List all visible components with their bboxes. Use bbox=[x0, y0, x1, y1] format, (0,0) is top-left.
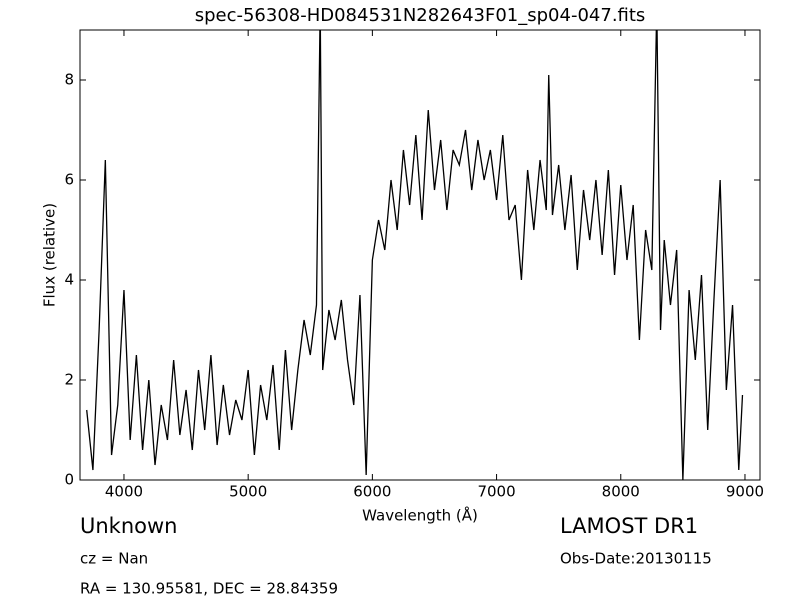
redshift-label: cz = Nan bbox=[80, 550, 148, 568]
y-tick-label: 4 bbox=[64, 271, 74, 289]
y-tick-label: 0 bbox=[64, 471, 74, 489]
x-tick-label: 4000 bbox=[105, 483, 143, 501]
y-axis-label: Flux (relative) bbox=[41, 203, 59, 307]
x-tick-label: 6000 bbox=[353, 483, 391, 501]
x-tick-label: 9000 bbox=[726, 483, 764, 501]
object-label: Unknown bbox=[80, 514, 177, 538]
x-tick-label: 7000 bbox=[477, 483, 515, 501]
plot-frame bbox=[79, 29, 761, 481]
date-label: Obs-Date:20130115 bbox=[560, 550, 712, 568]
y-tick-label: 8 bbox=[64, 71, 74, 89]
chart-title: spec-56308-HD084531N282643F01_sp04-047.f… bbox=[195, 5, 646, 26]
y-tick-label: 2 bbox=[64, 371, 74, 389]
x-tick-label: 8000 bbox=[602, 483, 640, 501]
spectrum-line bbox=[86, 30, 744, 480]
y-tick-label: 6 bbox=[64, 171, 74, 189]
x-axis-label: Wavelength (Å) bbox=[362, 506, 478, 525]
survey-label: LAMOST DR1 bbox=[560, 514, 698, 538]
x-tick-label: 5000 bbox=[229, 483, 267, 501]
coords-label: RA = 130.95581, DEC = 28.84359 bbox=[80, 580, 338, 598]
